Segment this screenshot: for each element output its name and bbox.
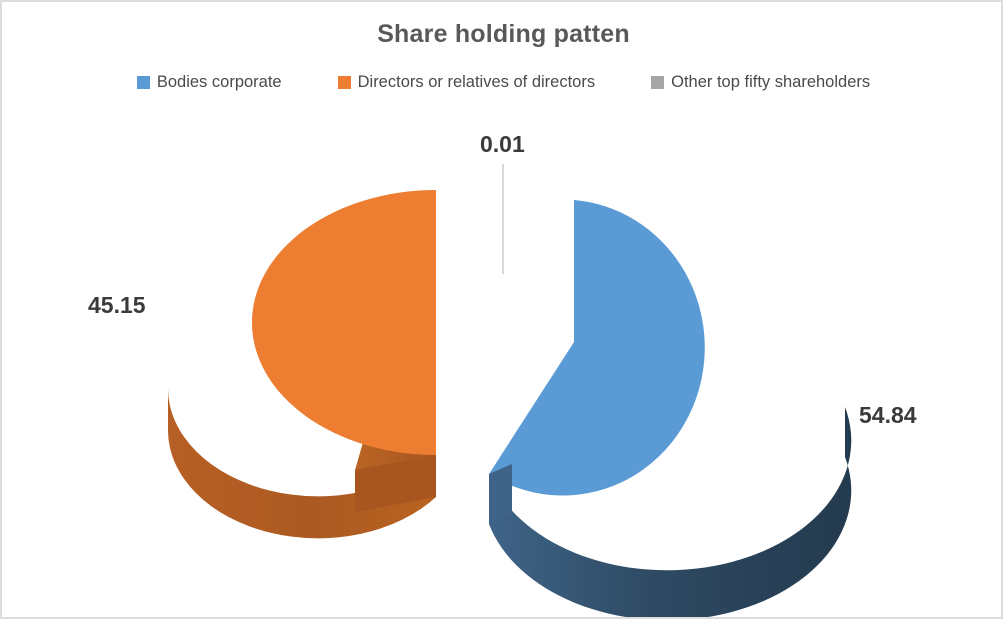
data-label-other-shareholders: 0.01 <box>480 131 525 157</box>
legend-label-directors: Directors or relatives of directors <box>357 73 596 91</box>
pie-slice-bodies-corporate[interactable] <box>489 200 852 619</box>
legend-swatch-gray-icon <box>651 75 665 89</box>
legend-label-bodies-corporate: Bodies corporate <box>156 73 282 91</box>
legend-item-other-shareholders[interactable]: Other top fifty shareholders <box>651 74 870 91</box>
chart-legend: Bodies corporate Directors or relatives … <box>2 73 1001 91</box>
legend-item-bodies-corporate[interactable]: Bodies corporate <box>136 73 282 91</box>
pie-slice-bodies-cut-face <box>489 464 512 524</box>
data-label-bodies-corporate: 54.84 <box>859 402 917 428</box>
legend-item-directors[interactable]: Directors or relatives of directors <box>337 73 596 91</box>
pie-slice-directors-edge-shadow <box>355 455 436 512</box>
legend-swatch-blue-icon <box>136 75 150 89</box>
pie-slice-bodies-top <box>489 200 705 496</box>
pie-slice-bodies-side <box>489 407 852 617</box>
chart-title: Share holding patten <box>377 20 630 48</box>
data-label-directors: 45.15 <box>88 292 146 318</box>
legend-swatch-orange-icon <box>337 75 351 89</box>
pie-slice-directors-top <box>251 190 436 456</box>
pie-slice-directors[interactable] <box>168 190 436 539</box>
legend-label-other-shareholders: Other top fifty shareholders <box>671 73 871 91</box>
